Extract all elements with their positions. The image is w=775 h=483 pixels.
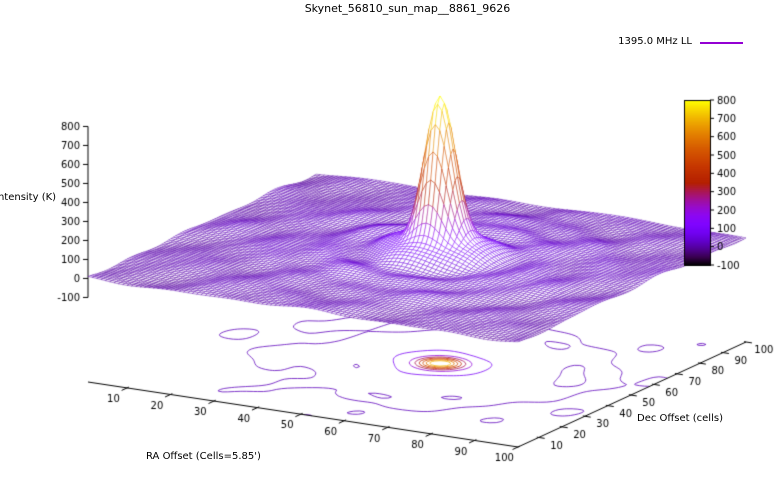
x-axis-label: RA Offset (Cells=5.85') bbox=[146, 451, 261, 462]
z-axis-label: Intensity (K) bbox=[0, 192, 57, 203]
plot-title: Skynet_56810_sun_map__8861_9626 bbox=[304, 2, 511, 15]
legend-line-sample bbox=[700, 42, 743, 44]
y-axis-label: Dec Offset (cells) bbox=[637, 413, 723, 424]
legend-series-label: 1395.0 MHz LL bbox=[618, 36, 692, 47]
